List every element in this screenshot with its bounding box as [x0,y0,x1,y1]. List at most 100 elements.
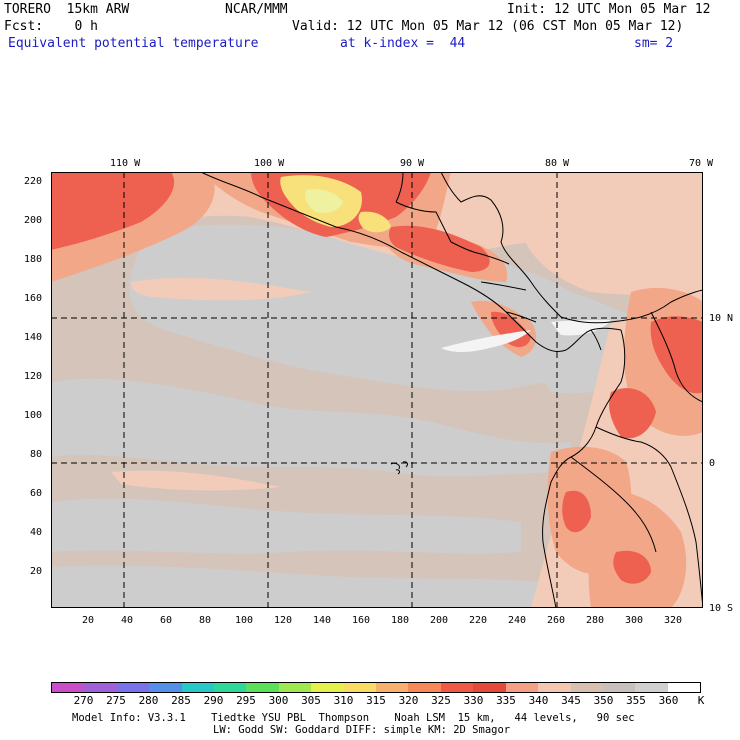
border-honduras [450,241,510,265]
header-level: at k-index = 44 [340,36,466,51]
colorbar-label: 345 [561,694,581,707]
colorbar-swatch [635,683,668,692]
colorbar-label: 315 [366,694,386,707]
grid-x-20: 20 [82,615,95,626]
white-pacific-patch [441,330,531,353]
border-yucatan [395,172,404,203]
colorbar-label: 300 [268,694,289,707]
grid-x-120: 120 [274,615,293,626]
theta-e-map [51,172,703,608]
lat-label-0: 0 [709,458,716,469]
border-ecuador-peru [570,456,657,553]
grid-x-160: 160 [352,615,371,626]
colorbar-swatch [181,683,215,692]
peach-northeast [521,226,703,302]
grid-x-80: 80 [199,615,212,626]
colorbar-label: 350 [593,694,614,707]
border-colombia-venezuela [650,311,703,403]
colorbar-swatch [84,683,117,692]
grid-x-60: 60 [160,615,173,626]
lat-label-10n: 10 N [709,313,734,324]
coastline-mexico [200,172,507,313]
header-institution: NCAR/MMM [225,2,288,17]
colorbar-swatch [408,683,441,692]
colorbar-label: 270 [73,694,94,707]
colorbar-swatch [376,683,409,692]
header-model: TORERO 15km ARW [4,2,130,17]
lat-label-10s: 10 S [709,603,734,614]
coastline-caribbean [440,172,703,324]
border-colombia-ecuador [595,426,672,468]
peach-mid-streak [131,277,311,301]
colorbar-swatch [214,683,247,692]
colorbar-label: 355 [626,694,646,707]
colorbar-label: 285 [171,694,191,707]
lon-label-100w: 100 W [254,158,285,169]
red-peru [613,550,651,584]
border-guatemala [395,201,452,243]
grid-y-220: 220 [24,176,43,187]
coastline-central-america [505,311,622,353]
header-forecast-hour: Fcst: 0 h [4,19,98,34]
coastline-south-america [542,329,626,608]
colorbar-swatch [116,683,150,692]
grid-x-200: 200 [430,615,449,626]
lon-label-110w: 110 W [110,158,141,169]
red-colombia-south [609,388,656,439]
colorbar-label: 305 [301,694,321,707]
colorbar-label: 340 [528,694,549,707]
colorbar-swatch [149,683,182,692]
grey-band-south [51,498,521,554]
colorbar-label: 310 [333,694,354,707]
colorbar-swatch [570,683,603,692]
grid-x-260: 260 [547,615,566,626]
grid-y-40: 40 [30,527,43,538]
colorbar-label: 280 [138,694,159,707]
colorbar-label: 335 [496,694,516,707]
grid-x-320: 320 [664,615,683,626]
colorbar-label: 325 [431,694,451,707]
header-smoothing: sm= 2 [634,36,674,51]
grid-y-20: 20 [30,566,43,577]
galapagos-islands [390,461,408,475]
border-peru-brazil [670,466,703,608]
colorbar-label: 275 [106,694,126,707]
colorbar-swatch [440,683,474,692]
red-guatemala [388,225,490,272]
grid-x-100: 100 [235,615,254,626]
footer-model-info: Model Info: V3.3.1 Tiedtke YSU PBL Thomp… [72,712,635,724]
grid-x-140: 140 [313,615,332,626]
colorbar-label: 320 [398,694,419,707]
border-panama-colombia [590,329,602,351]
colorbar-swatch [246,683,279,692]
warm-mexico-inner [305,189,343,214]
grid-y-160: 160 [24,293,43,304]
colorbar-swatch [278,683,312,692]
grid-y-120: 120 [24,371,43,382]
footer-physics: LW: Godd SW: Goddard DIFF: simple KM: 2D… [213,724,511,736]
lon-label-70w: 70 W [689,158,714,169]
colorbar-label: 360 [658,694,679,707]
grid-y-140: 140 [24,332,43,343]
header-init-time: Init: 12 UTC Mon 05 Mar 12 [507,2,711,17]
colorbar-label: 295 [236,694,256,707]
colorbar-swatch [602,683,636,692]
grid-x-40: 40 [121,615,134,626]
grid-y-60: 60 [30,488,43,499]
colorbar-label: K [697,694,705,707]
peach-south-streak [111,470,281,491]
header-valid-time: Valid: 12 UTC Mon 05 Mar 12 (06 CST Mon … [292,19,684,34]
white-caribbean-patch [551,320,611,336]
colorbar-label: 290 [203,694,224,707]
red-colombia-north [650,316,703,394]
colorbar-label: 330 [463,694,484,707]
grid-x-220: 220 [469,615,488,626]
grid-x-240: 240 [508,615,527,626]
colorbar [51,682,701,693]
grid-x-280: 280 [586,615,605,626]
lon-label-80w: 80 W [545,158,570,169]
grid-x-180: 180 [391,615,410,626]
grid-y-100: 100 [24,410,43,421]
grid-y-180: 180 [24,254,43,265]
lon-label-90w: 90 W [400,158,425,169]
